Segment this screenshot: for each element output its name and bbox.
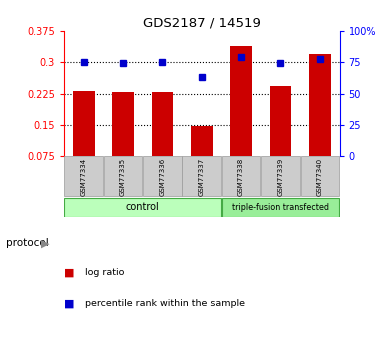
FancyBboxPatch shape bbox=[104, 156, 142, 197]
Bar bbox=[270, 87, 291, 156]
Text: GSM77337: GSM77337 bbox=[199, 157, 205, 196]
FancyBboxPatch shape bbox=[64, 198, 221, 217]
FancyBboxPatch shape bbox=[261, 156, 300, 197]
FancyBboxPatch shape bbox=[222, 198, 339, 217]
FancyBboxPatch shape bbox=[301, 156, 339, 197]
Text: log ratio: log ratio bbox=[85, 268, 125, 277]
Text: GSM77336: GSM77336 bbox=[159, 157, 165, 196]
FancyBboxPatch shape bbox=[182, 156, 221, 197]
Text: GSM77340: GSM77340 bbox=[317, 157, 323, 196]
Text: control: control bbox=[126, 202, 159, 212]
Bar bbox=[152, 92, 173, 156]
Bar bbox=[112, 92, 134, 156]
FancyBboxPatch shape bbox=[222, 156, 260, 197]
Bar bbox=[230, 46, 252, 156]
Text: triple-fusion transfected: triple-fusion transfected bbox=[232, 203, 329, 211]
Bar bbox=[309, 54, 331, 156]
Text: protocol: protocol bbox=[6, 238, 48, 248]
Bar bbox=[73, 91, 95, 156]
Text: ▶: ▶ bbox=[41, 239, 49, 249]
Text: GSM77339: GSM77339 bbox=[277, 157, 284, 196]
Text: GSM77335: GSM77335 bbox=[120, 157, 126, 196]
FancyBboxPatch shape bbox=[143, 156, 182, 197]
Text: GSM77338: GSM77338 bbox=[238, 157, 244, 196]
Text: percentile rank within the sample: percentile rank within the sample bbox=[85, 299, 245, 308]
Title: GDS2187 / 14519: GDS2187 / 14519 bbox=[143, 17, 261, 30]
Text: ■: ■ bbox=[64, 299, 74, 308]
Bar bbox=[191, 126, 213, 156]
Text: GSM77334: GSM77334 bbox=[81, 157, 87, 196]
Text: ■: ■ bbox=[64, 268, 74, 277]
FancyBboxPatch shape bbox=[64, 156, 103, 197]
